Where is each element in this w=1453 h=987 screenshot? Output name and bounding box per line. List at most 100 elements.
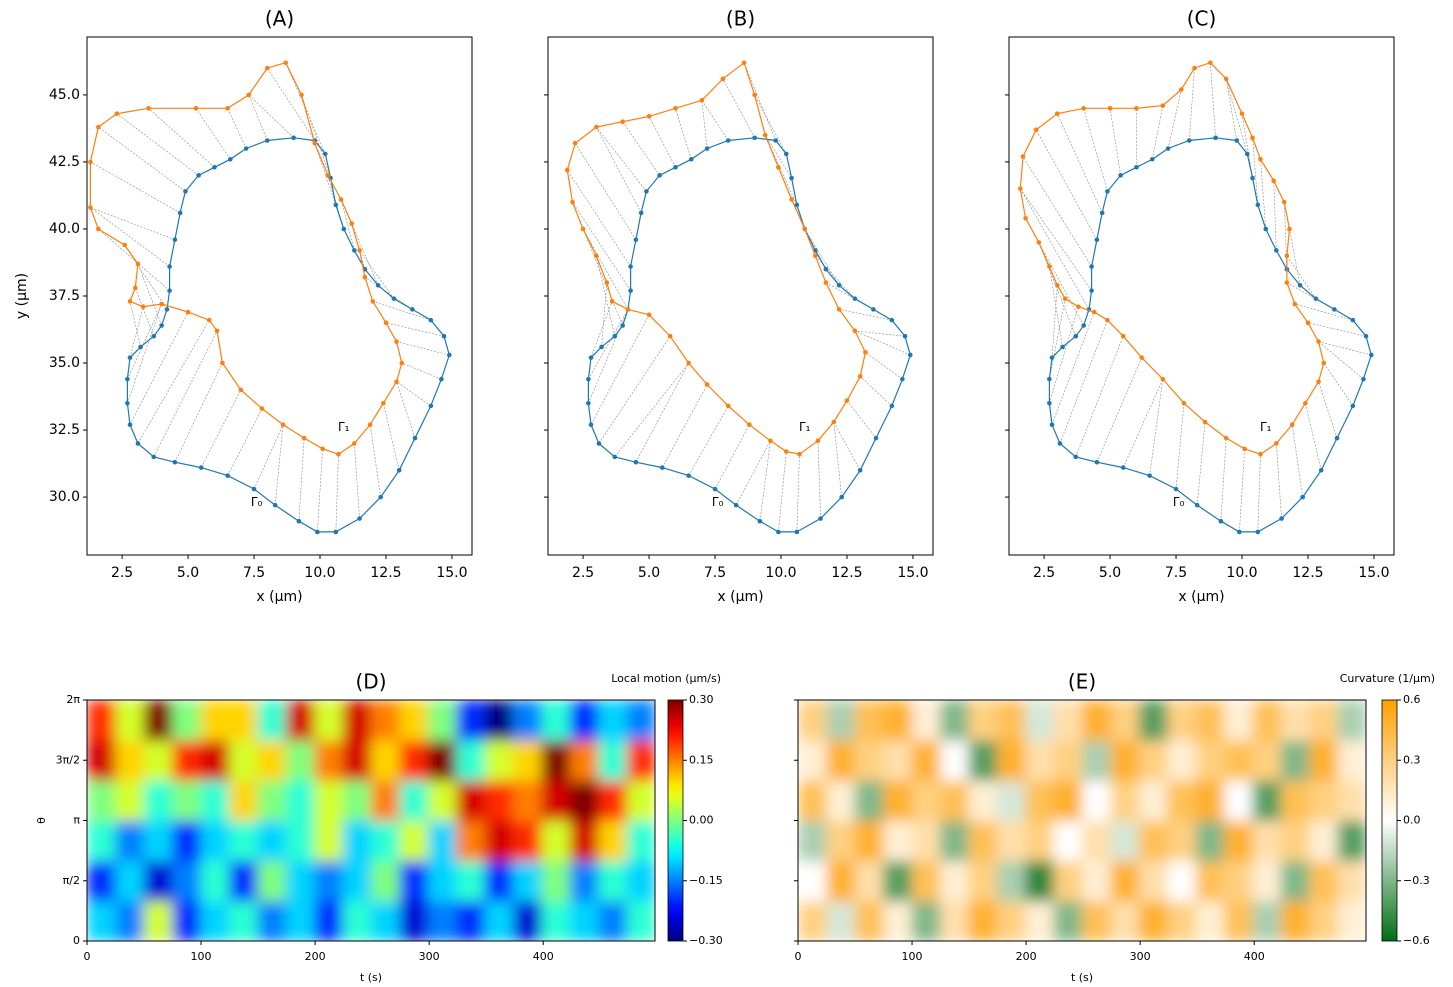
- heatmap-cell: [996, 820, 1026, 862]
- correspondence-line: [804, 228, 840, 286]
- contour-point: [1287, 226, 1292, 232]
- correspondence-line: [582, 228, 629, 310]
- contour-point: [802, 226, 808, 232]
- heatmap-cell: [1025, 820, 1055, 862]
- heatmap-cell: [798, 700, 827, 741]
- contour-point: [900, 376, 905, 382]
- contour-point: [704, 382, 710, 387]
- heatmap-cell: [1082, 820, 1111, 862]
- correspondence-line: [227, 108, 247, 149]
- correspondence-line: [195, 108, 231, 160]
- contour-point: [873, 435, 879, 441]
- heatmap-cell: [1110, 780, 1140, 821]
- correspondence-line: [601, 282, 608, 347]
- contour-point: [132, 285, 138, 291]
- contour-point: [588, 422, 594, 427]
- correspondence-line: [1196, 421, 1206, 506]
- contour-line: [126, 137, 450, 533]
- heatmap-cell: [598, 900, 628, 941]
- correspondence-line: [838, 309, 892, 321]
- heatmap-cell: [940, 900, 969, 941]
- contour-point: [889, 403, 895, 409]
- axes-frame: [86, 36, 473, 556]
- heatmap-cell: [342, 900, 372, 941]
- heatmap-cell: [1167, 780, 1197, 821]
- heatmap-cell: [143, 740, 173, 781]
- heatmap-cell: [143, 900, 173, 941]
- correspondence-line: [1323, 362, 1354, 407]
- contour-point: [1089, 288, 1094, 293]
- contour-point: [325, 173, 331, 178]
- correspondence-line: [1276, 443, 1282, 519]
- heatmap-cell: [854, 700, 884, 741]
- contour-point: [1089, 264, 1094, 269]
- contour-point: [352, 248, 357, 253]
- contour-point: [889, 317, 895, 323]
- heatmap-cell: [1252, 700, 1282, 741]
- correspondence-line: [1307, 322, 1367, 337]
- contour-point: [762, 132, 768, 138]
- heatmap-cell: [427, 900, 457, 941]
- correspondence-line: [764, 134, 792, 179]
- heatmap-cell: [1280, 700, 1310, 741]
- contour-point: [1321, 360, 1327, 366]
- heatmap-cell: [1167, 900, 1197, 941]
- contour-point: [349, 221, 354, 226]
- contour-point: [212, 165, 217, 170]
- contour-point: [699, 97, 705, 103]
- heatmap-cell: [484, 700, 514, 741]
- heatmap-cell: [798, 820, 827, 862]
- heatmap-cell: [172, 860, 202, 902]
- y-tick-label: 45.0: [49, 87, 80, 103]
- contour-point: [301, 435, 307, 441]
- correspondence-line: [1286, 255, 1317, 299]
- contour-point: [312, 140, 318, 146]
- panel-title: (B): [726, 7, 755, 31]
- correspondence-line: [1020, 188, 1090, 310]
- y-tick-label: π: [73, 814, 80, 827]
- heatmap-cell: [854, 740, 884, 781]
- heatmap-cell: [1053, 900, 1083, 941]
- heatmap-cell: [342, 740, 372, 781]
- heatmap-cell: [1337, 820, 1366, 862]
- x-tick-label: 300: [1130, 950, 1151, 963]
- x-axis-label: x (μm): [256, 589, 302, 605]
- heatmap-cell: [1167, 700, 1197, 741]
- x-tick-label: 15.0: [897, 565, 928, 581]
- heatmap-cell: [1110, 700, 1140, 741]
- heatmap-cell: [1082, 700, 1111, 741]
- contour-point: [280, 422, 286, 427]
- x-tick-label: 5.0: [638, 565, 660, 581]
- contour-point: [1271, 178, 1276, 184]
- contour-point: [586, 400, 591, 406]
- contour-point: [127, 299, 133, 304]
- contour-point: [1047, 376, 1052, 382]
- heatmap-cell: [1252, 740, 1282, 781]
- contour-point: [789, 197, 794, 202]
- correspondence-line: [854, 330, 906, 337]
- contour-point: [604, 280, 610, 285]
- heatmap-cell: [1025, 740, 1055, 781]
- contour-point: [447, 352, 452, 358]
- contour-point: [296, 518, 302, 524]
- y-tick-label: 40.0: [49, 221, 80, 237]
- correspondence-line: [1035, 129, 1098, 240]
- colorbar-tick-label: −0.6: [1403, 934, 1430, 947]
- correspondence-line: [148, 108, 215, 168]
- heatmap-cell: [342, 700, 372, 741]
- correspondence-line: [127, 303, 162, 380]
- contour-point: [633, 237, 639, 242]
- contour-point: [1289, 422, 1295, 427]
- panel: Γ₀ Γ₁ (A) 2.5 5.0 7.5 10.0 12.5 15.0 30.0 32.5 35.0…: [14, 7, 473, 605]
- heatmap-cell: [826, 900, 856, 941]
- contour-point: [667, 333, 673, 339]
- correspondence-line: [1273, 180, 1277, 251]
- heatmap: [87, 700, 655, 941]
- contour-point: [1255, 529, 1261, 535]
- heatmap-cell: [826, 820, 856, 862]
- heatmap-cell: [996, 860, 1026, 902]
- correspondence-line: [1109, 108, 1121, 176]
- correspondence-line: [396, 341, 450, 356]
- heatmap-cell: [229, 740, 258, 781]
- contour-point: [220, 360, 225, 366]
